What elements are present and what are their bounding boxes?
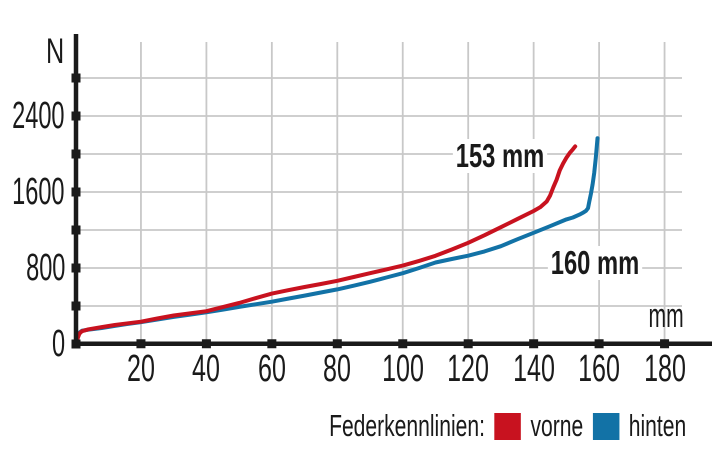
y-tick-label: 1600: [12, 171, 65, 213]
y-tick-label: 800: [25, 247, 65, 289]
x-tick-marker: [332, 339, 342, 349]
x-tick-label: 140: [512, 348, 555, 390]
x-tick-label: 100: [381, 348, 424, 390]
y-axis-unit-label: N: [46, 32, 65, 71]
legend-label-hinten: hinten: [628, 408, 686, 443]
x-tick-label: 180: [643, 348, 686, 390]
y-tick-marker: [71, 111, 81, 121]
y-tick-marker: [71, 339, 81, 349]
x-tick-marker: [660, 339, 670, 349]
vorne-curve: [73, 144, 578, 346]
x-axis-unit-label: mm: [648, 297, 684, 335]
legend-swatch-vorne: [494, 412, 521, 440]
x-tick-marker: [463, 339, 473, 349]
y-tick-marker: [71, 187, 81, 197]
y-tick-marker: [71, 73, 81, 83]
legend-swatch-hinten: [592, 412, 620, 440]
x-tick-marker: [136, 339, 146, 349]
x-tick-label: 60: [257, 348, 286, 390]
y-tick-label: 0: [51, 323, 65, 365]
legend-title: Federkennlinien:: [328, 408, 485, 443]
x-tick-label: 80: [323, 348, 352, 390]
legend: Federkennlinien: vorne hinten: [329, 407, 686, 445]
x-tick-marker: [594, 339, 604, 349]
legend-label-vorne: vorne: [530, 408, 584, 443]
y-tick-marker: [71, 225, 81, 235]
x-tick-label: 20: [126, 348, 155, 390]
max-travel-label-vorne: 153 mm: [452, 138, 548, 173]
max-travel-label-hinten: 160 mm: [548, 245, 643, 280]
y-tick-marker: [71, 149, 81, 159]
y-tick-marker: [71, 263, 81, 273]
x-tick-label: 120: [447, 348, 490, 390]
y-tick-label: 2400: [12, 95, 65, 137]
x-tick-marker: [529, 339, 539, 349]
y-tick-marker: [71, 301, 81, 311]
x-tick-label: 160: [578, 348, 621, 390]
x-tick-marker: [267, 339, 277, 349]
x-tick-label: 40: [192, 348, 221, 390]
x-tick-marker: [398, 339, 408, 349]
x-tick-marker: [201, 339, 211, 349]
